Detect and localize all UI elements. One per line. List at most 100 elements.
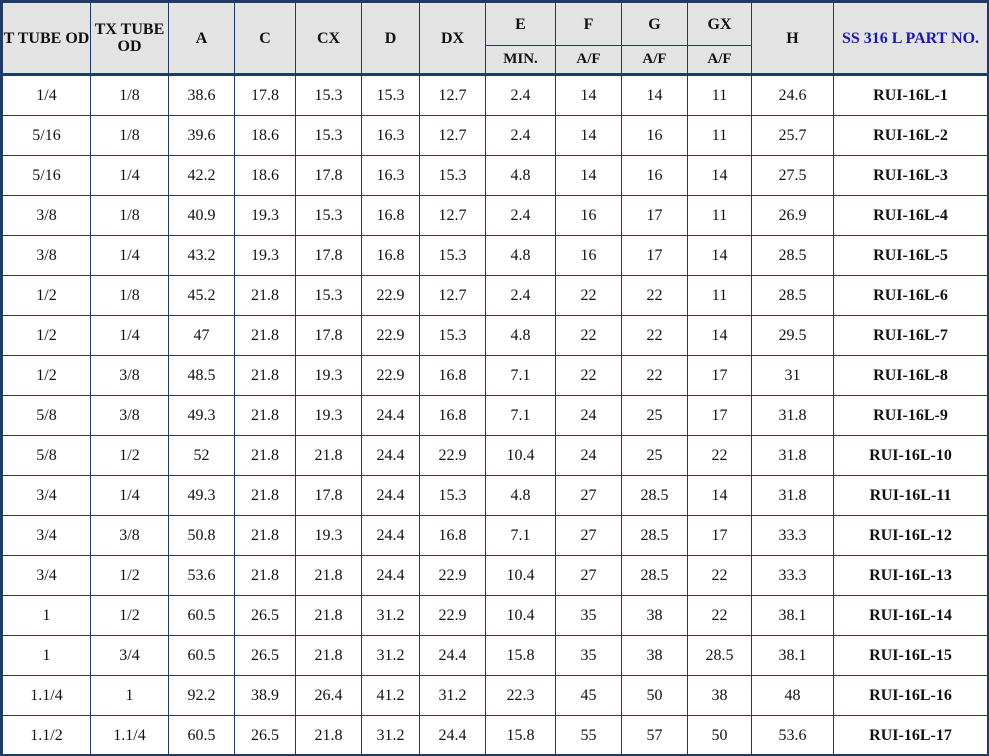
cell-g: 50: [621, 675, 688, 716]
cell-cx: 21.8: [295, 435, 362, 476]
table-row: 1/2 1/4 47 21.8 17.8 22.9 15.3 4.8 22 22 14 29.5 RUI…: [2, 315, 988, 356]
cell-t-tube-od: 1: [2, 595, 91, 636]
cell-e-min: 15.8: [485, 635, 556, 676]
cell-tx-tube-od: 3/8: [90, 395, 169, 436]
cell-gx: 11: [687, 275, 752, 316]
cell-h: 31: [751, 355, 834, 396]
header-g: G: [621, 2, 688, 46]
cell-gx: 14: [687, 315, 752, 356]
header-part-no: SS 316 L PART NO.: [833, 2, 988, 75]
header-gx: GX: [687, 2, 752, 46]
cell-cx: 21.8: [295, 715, 362, 756]
cell-t-tube-od: 1/4: [2, 74, 91, 116]
cell-g: 38: [621, 635, 688, 676]
cell-cx: 15.3: [295, 115, 362, 156]
cell-c: 26.5: [234, 595, 296, 636]
cell-g: 16: [621, 155, 688, 196]
header-h: H: [751, 2, 834, 75]
cell-dx: 24.4: [419, 635, 486, 676]
table-row: 1.1/4 1 92.2 38.9 26.4 41.2 31.2 22.3 45 50 38 48 RU…: [2, 675, 988, 716]
cell-d: 16.3: [361, 115, 420, 156]
cell-dx: 31.2: [419, 675, 486, 716]
cell-gx: 50: [687, 715, 752, 756]
table-row: 3/8 1/8 40.9 19.3 15.3 16.8 12.7 2.4 16 17 11 26.9 R…: [2, 195, 988, 236]
cell-tx-tube-od: 3/4: [90, 635, 169, 676]
cell-c: 26.5: [234, 635, 296, 676]
cell-a: 52: [168, 435, 235, 476]
cell-e-min: 2.4: [485, 275, 556, 316]
header-dx: DX: [419, 2, 486, 75]
cell-f: 27: [555, 555, 622, 596]
header-tx-tube-od: TX TUBE OD: [90, 2, 169, 75]
cell-dx: 16.8: [419, 355, 486, 396]
cell-cx: 17.8: [295, 475, 362, 516]
cell-gx: 17: [687, 355, 752, 396]
cell-t-tube-od: 5/16: [2, 155, 91, 196]
cell-a: 42.2: [168, 155, 235, 196]
cell-dx: 15.3: [419, 315, 486, 356]
cell-c: 18.6: [234, 155, 296, 196]
cell-gx: 17: [687, 395, 752, 436]
cell-a: 50.8: [168, 515, 235, 556]
cell-tx-tube-od: 1/8: [90, 115, 169, 156]
cell-cx: 21.8: [295, 595, 362, 636]
cell-part-no: RUI-16L-14: [833, 595, 988, 636]
cell-a: 49.3: [168, 395, 235, 436]
cell-f: 27: [555, 475, 622, 516]
header-cx: CX: [295, 2, 362, 75]
cell-e-min: 7.1: [485, 355, 556, 396]
cell-part-no: RUI-16L-17: [833, 715, 988, 756]
cell-e-min: 2.4: [485, 195, 556, 236]
cell-part-no: RUI-16L-11: [833, 475, 988, 516]
header-g-af: A/F: [621, 45, 688, 75]
cell-cx: 15.3: [295, 74, 362, 116]
cell-tx-tube-od: 3/8: [90, 355, 169, 396]
cell-e-min: 22.3: [485, 675, 556, 716]
cell-tx-tube-od: 1/4: [90, 155, 169, 196]
cell-f: 22: [555, 315, 622, 356]
cell-gx: 22: [687, 595, 752, 636]
table-row: 3/4 3/8 50.8 21.8 19.3 24.4 16.8 7.1 27 28.5 17 33.…: [2, 515, 988, 556]
cell-d: 22.9: [361, 355, 420, 396]
cell-a: 92.2: [168, 675, 235, 716]
cell-gx: 22: [687, 435, 752, 476]
cell-dx: 22.9: [419, 595, 486, 636]
cell-part-no: RUI-16L-7: [833, 315, 988, 356]
table-row: 5/16 1/4 42.2 18.6 17.8 16.3 15.3 4.8 14 16 14 27.5…: [2, 155, 988, 196]
cell-f: 35: [555, 595, 622, 636]
cell-c: 21.8: [234, 515, 296, 556]
cell-g: 14: [621, 74, 688, 116]
cell-t-tube-od: 1: [2, 635, 91, 676]
table-row: 5/8 3/8 49.3 21.8 19.3 24.4 16.8 7.1 24 25 17 31.8 R…: [2, 395, 988, 436]
cell-gx: 14: [687, 475, 752, 516]
cell-gx: 11: [687, 115, 752, 156]
cell-e-min: 7.1: [485, 515, 556, 556]
cell-cx: 15.3: [295, 275, 362, 316]
cell-c: 38.9: [234, 675, 296, 716]
cell-e-min: 2.4: [485, 115, 556, 156]
cell-part-no: RUI-16L-9: [833, 395, 988, 436]
cell-g: 28.5: [621, 475, 688, 516]
cell-tx-tube-od: 1/8: [90, 275, 169, 316]
cell-tx-tube-od: 1: [90, 675, 169, 716]
cell-e-min: 2.4: [485, 74, 556, 116]
cell-dx: 12.7: [419, 74, 486, 116]
cell-g: 57: [621, 715, 688, 756]
cell-d: 24.4: [361, 555, 420, 596]
cell-d: 16.3: [361, 155, 420, 196]
cell-g: 17: [621, 195, 688, 236]
cell-tx-tube-od: 1/2: [90, 595, 169, 636]
cell-g: 28.5: [621, 515, 688, 556]
cell-t-tube-od: 3/8: [2, 195, 91, 236]
cell-h: 53.6: [751, 715, 834, 756]
cell-c: 21.8: [234, 355, 296, 396]
cell-h: 31.8: [751, 475, 834, 516]
cell-c: 18.6: [234, 115, 296, 156]
cell-cx: 26.4: [295, 675, 362, 716]
cell-g: 17: [621, 235, 688, 276]
cell-a: 60.5: [168, 595, 235, 636]
cell-g: 22: [621, 315, 688, 356]
table-row: 1.1/2 1.1/4 60.5 26.5 21.8 31.2 24.4 15.8 55 57 50…: [2, 715, 988, 756]
cell-a: 40.9: [168, 195, 235, 236]
cell-c: 21.8: [234, 475, 296, 516]
